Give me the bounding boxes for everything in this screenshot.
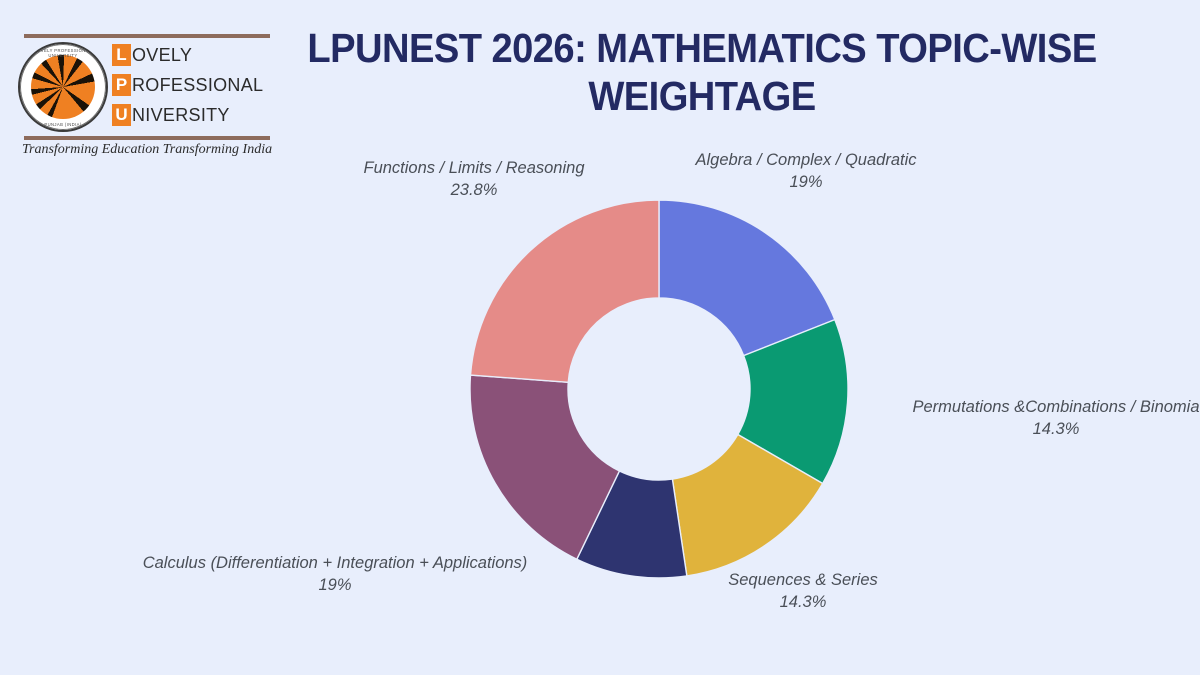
- logo-rest-lovely: OVELY: [132, 45, 193, 65]
- slice-label-sequences-name: Sequences & Series: [728, 571, 878, 589]
- slice-label-permutations-name: Permutations &Combinations / Binomia: [912, 398, 1200, 416]
- logo-line-university: U NIVERSITY: [112, 100, 272, 130]
- sunburst-icon: [31, 55, 95, 119]
- logo-bottom-rule: [24, 136, 270, 140]
- logo-rest-professional: ROFESSIONAL: [132, 75, 264, 95]
- logo-cap-l: L: [112, 44, 131, 66]
- logo-cap-u: U: [112, 104, 131, 126]
- logo-tagline: Transforming Education Transforming Indi…: [22, 142, 273, 157]
- slice-label-permutations: Permutations &Combinations / Binomia 14.…: [856, 396, 1200, 440]
- slice-label-sequences-pct: 14.3%: [779, 593, 827, 611]
- lpu-seal-icon: LOVELY PROFESSIONAL UNIVERSITY PUNJAB (I…: [18, 42, 108, 132]
- slice-label-algebra-name: Algebra / Complex / Quadratic: [695, 151, 917, 169]
- slice-label-functions: Functions / Limits / Reasoning 23.8%: [340, 157, 608, 201]
- slice-label-functions-name: Functions / Limits / Reasoning: [363, 159, 585, 177]
- slice-label-sequences: Sequences & Series 14.3%: [713, 569, 893, 613]
- slice-label-permutations-pct: 14.3%: [1032, 420, 1080, 438]
- seal-bottom-text: PUNJAB (INDIA): [44, 122, 82, 127]
- logo-top-rule: [24, 34, 270, 38]
- donut-slice[interactable]: [658, 199, 836, 357]
- slice-label-algebra: Algebra / Complex / Quadratic 19%: [675, 149, 937, 193]
- slice-label-calculus-pct: 19%: [318, 576, 352, 594]
- logo-line-professional: P ROFESSIONAL: [112, 70, 272, 100]
- logo-line-lovely: L OVELY: [112, 40, 272, 70]
- slice-label-algebra-pct: 19%: [789, 173, 823, 191]
- page-title: LPUNEST 2026: MATHEMATICS TOPIC-WISE WEI…: [307, 25, 1097, 119]
- donut-slice[interactable]: [469, 199, 660, 384]
- slice-label-functions-pct: 23.8%: [450, 181, 498, 199]
- logo-wordmark: L OVELY P ROFESSIONAL U NIVERSITY: [112, 40, 272, 130]
- slice-label-calculus-name: Calculus (Differentiation + Integration …: [142, 554, 528, 572]
- donut-slice[interactable]: [469, 374, 621, 561]
- lpu-logo: LOVELY PROFESSIONAL UNIVERSITY PUNJAB (I…: [8, 28, 276, 160]
- donut-slice[interactable]: [736, 318, 849, 485]
- slice-label-calculus: Calculus (Differentiation + Integration …: [104, 552, 566, 596]
- logo-rest-university: NIVERSITY: [132, 105, 230, 125]
- seal-top-text: LOVELY PROFESSIONAL UNIVERSITY: [34, 47, 92, 58]
- logo-cap-p: P: [112, 74, 131, 96]
- donut-slices: [469, 199, 849, 579]
- donut-slice[interactable]: [575, 470, 688, 579]
- donut-slice[interactable]: [671, 433, 824, 577]
